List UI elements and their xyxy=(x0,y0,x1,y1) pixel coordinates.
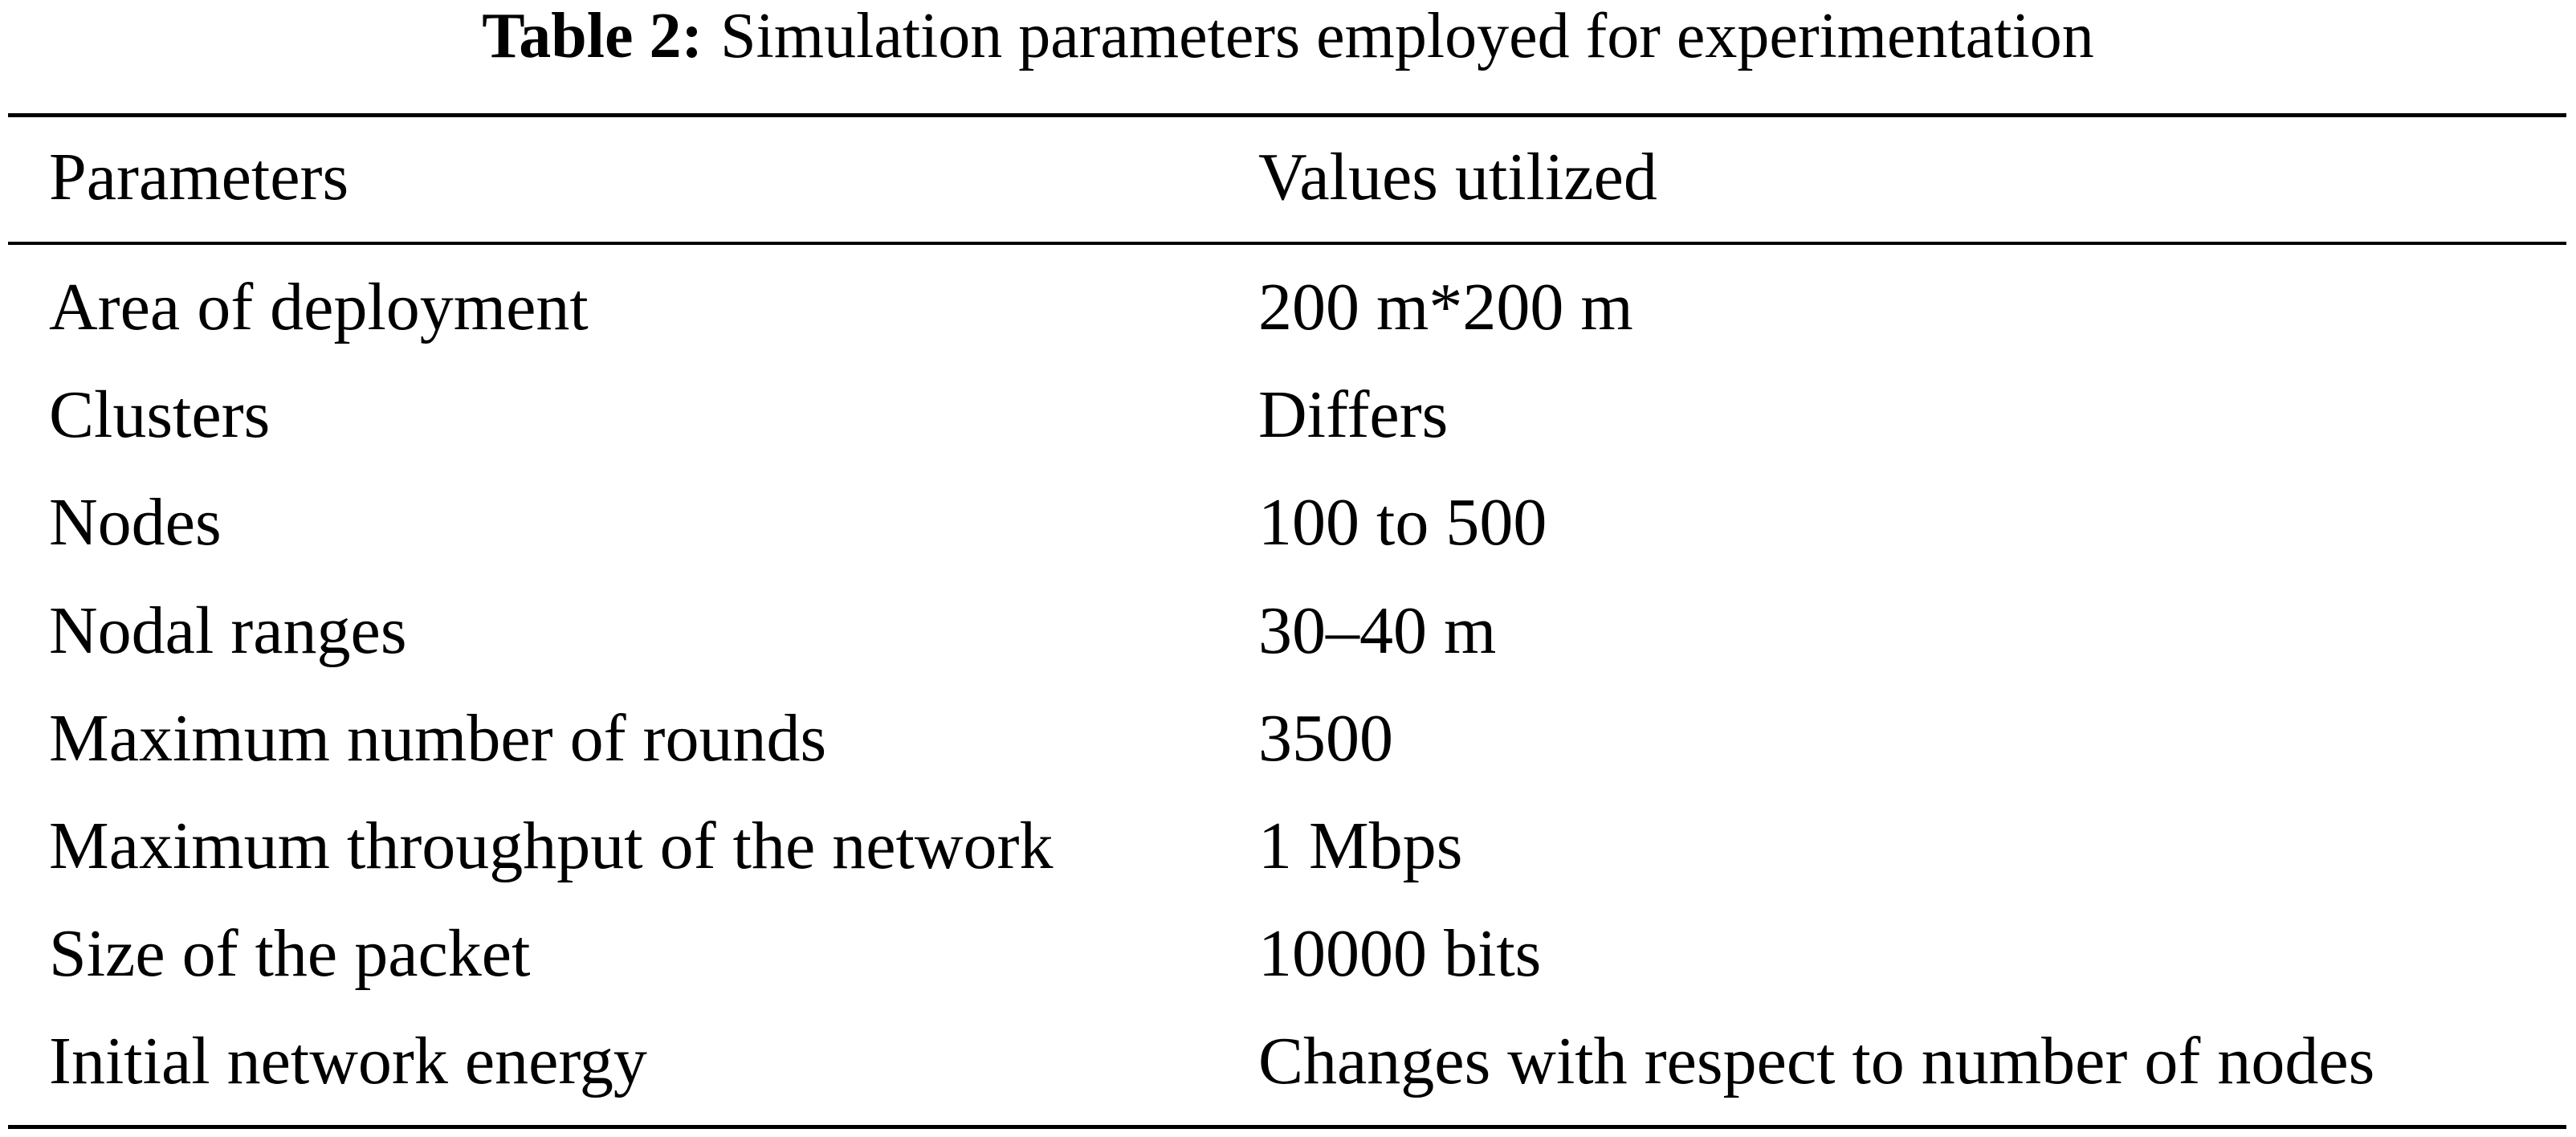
parameter-cell: Nodes xyxy=(49,485,222,560)
parameter-cell: Nodal ranges xyxy=(49,593,407,668)
value-cell: 10000 bits xyxy=(1258,916,1542,992)
parameter-cell: Maximum number of rounds xyxy=(49,700,827,776)
parameter-cell: Area of deployment xyxy=(49,270,589,344)
parameter-cell: Clusters xyxy=(49,377,271,453)
value-cell: 30–40 m xyxy=(1258,593,1497,668)
value-cell: 3500 xyxy=(1258,700,1393,776)
header-cell: Values utilized xyxy=(1258,140,1657,214)
header-cell: Parameters xyxy=(49,140,349,214)
parameter-cell: Maximum throughput of the network xyxy=(49,809,1054,883)
caption-label: Table 2: xyxy=(482,1,703,71)
value-cell: Changes with respect to number of nodes xyxy=(1258,1024,2375,1099)
parameter-cell: Initial network energy xyxy=(49,1024,647,1099)
value-cell: Differs xyxy=(1258,377,1449,453)
value-cell: 200 m*200 m xyxy=(1258,270,1633,344)
parameter-cell: Size of the packet xyxy=(49,916,531,992)
bottom-rule xyxy=(8,1125,2566,1129)
top-rule xyxy=(8,113,2566,117)
value-cell: 1 Mbps xyxy=(1258,809,1463,883)
value-cell: 100 to 500 xyxy=(1258,485,1547,560)
caption: Table 2: Simulation parameters employed f… xyxy=(0,0,2576,72)
caption-text: Simulation parameters employed for exper… xyxy=(720,1,2094,71)
mid-rule xyxy=(8,242,2566,245)
